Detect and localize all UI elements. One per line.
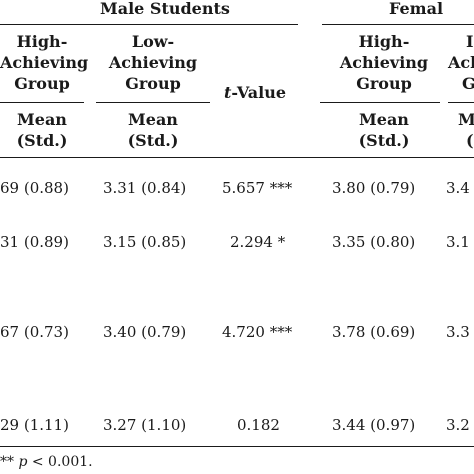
row-4-female-low: 3.2 (446, 416, 470, 434)
row-3-t-value: 4.720 *** (222, 323, 293, 341)
row-2-t-value: 2.294 * (230, 233, 286, 251)
row-4-t-value: 0.182 (237, 416, 280, 434)
row-4-male-high: 29 (1.11) (0, 416, 69, 434)
female-high-rule (320, 102, 440, 103)
row-2-female-high: 3.35 (0.80) (332, 233, 416, 251)
row-1-male-low: 3.31 (0.84) (103, 179, 187, 197)
row-2-male-low: 3.15 (0.85) (103, 233, 187, 251)
group-header-female: Femal (389, 0, 444, 18)
stat-header-female-high: Mean (Std.) (358, 110, 410, 150)
row-2-male-high: 31 (0.89) (0, 233, 69, 251)
stat-header-male-high: Mean (Std.) (16, 110, 68, 150)
female-low-rule (448, 102, 474, 103)
stat-header-female-low-partial: M ( (458, 110, 474, 150)
female-group-rule (322, 24, 474, 25)
row-2-female-low: 3.1 (446, 233, 470, 251)
row-3-male-high: 67 (0.73) (0, 323, 69, 341)
group-header-male: Male Students (100, 0, 230, 18)
table-bottom-rule (0, 446, 474, 447)
col-header-female-low-partial: I Ach G (448, 32, 474, 93)
header-bottom-rule (0, 157, 474, 158)
footnote: ** p < 0.001. (0, 454, 93, 470)
row-1-male-high: 69 (0.88) (0, 179, 69, 197)
male-low-rule (96, 102, 210, 103)
row-3-male-low: 3.40 (0.79) (103, 323, 187, 341)
row-4-female-high: 3.44 (0.97) (332, 416, 416, 434)
male-high-rule (0, 102, 84, 103)
col-header-t-value: t-Value (223, 83, 287, 102)
male-group-rule (0, 24, 298, 25)
col-header-male-high: High- Achieving Group (0, 32, 89, 93)
row-4-male-low: 3.27 (1.10) (103, 416, 187, 434)
row-3-female-low: 3.3 (446, 323, 470, 341)
row-3-female-high: 3.78 (0.69) (332, 323, 416, 341)
row-1-female-low: 3.4 (446, 179, 470, 197)
col-header-male-low: Low- Achieving Group (108, 32, 198, 93)
row-1-t-value: 5.657 *** (222, 179, 293, 197)
row-1-female-high: 3.80 (0.79) (332, 179, 416, 197)
stat-header-male-low: Mean (Std.) (127, 110, 179, 150)
col-header-female-high: High- Achieving Group (339, 32, 429, 93)
